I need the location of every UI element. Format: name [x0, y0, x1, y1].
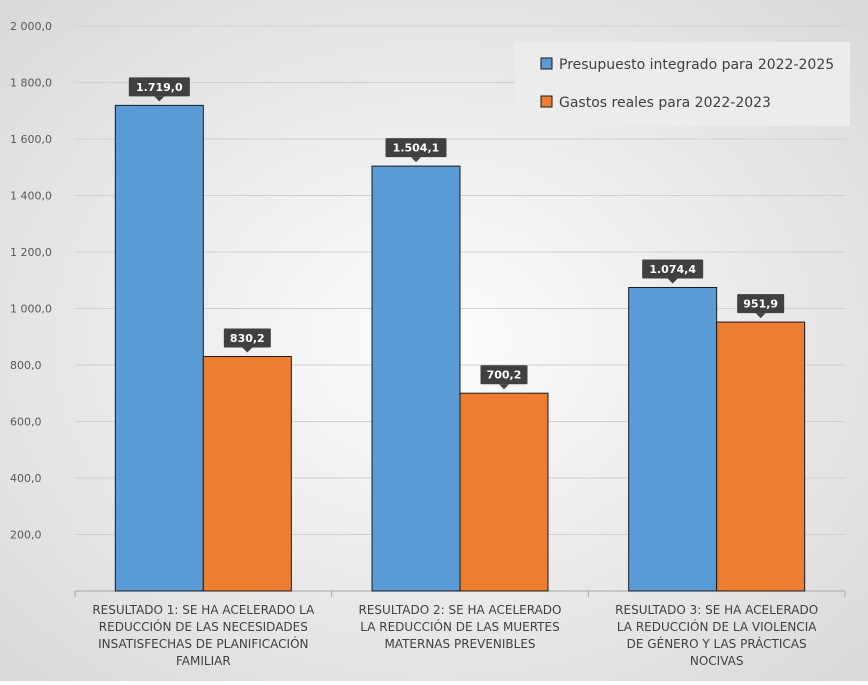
x-category-label: RESULTADO 2: SE HA ACELERADO LA REDUCCIÓN…	[359, 603, 562, 651]
data-label-box	[128, 77, 190, 97]
data-label-box	[223, 328, 271, 348]
bar	[114, 104, 204, 592]
data-label-pointer	[411, 157, 421, 163]
data-label-box	[480, 365, 528, 385]
x-category-label-line: REDUCCIÓN DE LAS NECESIDADES	[99, 619, 308, 634]
data-label: 830,2	[230, 332, 265, 345]
data-label-pointer	[154, 96, 165, 102]
legend-label: Presupuesto integrado para 2022-2025	[559, 57, 834, 73]
legend-label: Gastos reales para 2022-2023	[559, 95, 771, 111]
bars	[114, 104, 806, 592]
x-category-label-line: DE GÉNERO Y LAS PRÁCTICAS	[627, 636, 807, 651]
data-label: 700,2	[487, 369, 522, 382]
data-labels: 1.719,0 830,2 1.504,1 700,2 1.074,4 951,9	[128, 77, 785, 390]
y-tick-label: 1 400,0	[10, 190, 52, 203]
bar	[716, 321, 806, 592]
x-category-label-line: INSATISFECHAS DE PLANIFICACIÓN	[98, 636, 308, 651]
data-label-pointer	[667, 278, 678, 284]
x-category-label: RESULTADO 3: SE HA ACELERADO LA REDUCCIÓN…	[615, 603, 818, 668]
data-label-box	[642, 259, 704, 279]
legend-swatch	[540, 95, 553, 108]
x-category-label-line: NOCIVAS	[690, 654, 744, 668]
y-tick-label: 1 600,0	[10, 133, 52, 146]
y-tick-label: 200,0	[10, 529, 42, 542]
data-label-pointer	[499, 384, 509, 390]
x-category-label-line: FAMILIAR	[176, 654, 231, 668]
x-category-label-line: LA REDUCCIÓN DE LA VIOLENCIA	[617, 619, 817, 634]
bar	[202, 355, 292, 592]
data-label-box	[737, 294, 785, 314]
y-tick-label: 1 000,0	[10, 303, 52, 316]
data-label-box	[385, 138, 447, 158]
x-category-label: RESULTADO 1: SE HA ACELERADO LA REDUCCIÓN…	[92, 603, 315, 668]
x-category-label-line: RESULTADO 1: SE HA ACELERADO LA	[92, 603, 315, 617]
x-category-label-line: RESULTADO 2: SE HA ACELERADO	[359, 603, 562, 617]
bar	[371, 165, 461, 592]
data-label: 1.719,0	[136, 81, 183, 94]
y-tick-label: 600,0	[10, 416, 42, 429]
data-label: 1.074,4	[649, 263, 696, 276]
legend: Presupuesto integrado para 2022-2025 Gast…	[515, 42, 850, 126]
bar	[628, 286, 718, 592]
x-category-label-line: RESULTADO 3: SE HA ACELERADO	[615, 603, 818, 617]
y-tick-label: 2 000,0	[10, 20, 52, 33]
legend-swatch	[540, 57, 553, 70]
data-label: 951,9	[743, 298, 778, 311]
y-tick-label: 400,0	[10, 472, 42, 485]
y-tick-label: 1 200,0	[10, 246, 52, 259]
data-label-pointer	[755, 313, 766, 319]
data-label: 1.504,1	[393, 142, 440, 155]
x-category-label-line: MATERNAS PREVENIBLES	[384, 637, 535, 651]
data-label-pointer	[242, 347, 253, 353]
y-tick-label: 1 800,0	[10, 77, 52, 90]
x-category-label-line: LA REDUCCIÓN DE LAS MUERTES	[360, 619, 559, 634]
legend-box	[515, 42, 850, 126]
y-tick-label: 800,0	[10, 359, 42, 372]
bar	[459, 392, 549, 592]
